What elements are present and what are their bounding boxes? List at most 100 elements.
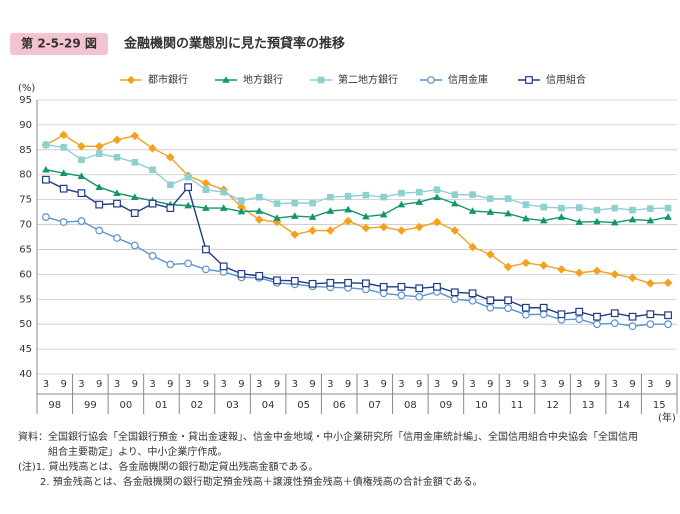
point [237,269,246,278]
point [539,310,548,319]
point [255,271,264,280]
point [629,206,636,214]
point [77,172,86,180]
point [255,207,264,214]
x-group-label: 06 [333,400,346,411]
y-tick-label: 50 [19,319,32,330]
point [647,205,654,212]
x-tick-label: 3 [576,379,582,390]
x-group-label: 12 [546,400,559,411]
point [521,303,530,312]
point [201,245,210,254]
point [309,199,316,207]
point [574,268,584,278]
y-tick-label: 90 [19,120,32,131]
point [415,292,424,301]
point [273,200,281,207]
note: 組合主要勘定」より、中小企業庁作成。 [48,445,227,458]
point [487,195,494,202]
point [59,169,68,177]
point [610,218,619,226]
x-tick-label: 9 [380,379,386,390]
point [42,141,50,149]
x-tick-label: 3 [434,379,440,390]
point [504,195,512,202]
point [326,207,335,214]
x-group-label: 03 [226,400,239,411]
point [397,226,406,235]
y-unit: (%) [18,83,35,94]
point [539,216,548,224]
point [628,273,637,283]
point [308,226,317,235]
point [433,282,441,291]
point [414,222,424,232]
point [646,279,655,288]
point [397,282,406,291]
x-tick-label: 3 [612,379,618,390]
point [291,199,299,207]
point [468,207,477,214]
point [202,204,210,211]
point [290,212,299,219]
point [664,311,673,320]
point [95,200,104,209]
point [540,203,547,211]
x-tick-label: 9 [203,379,209,390]
point [379,222,388,232]
point [664,320,673,329]
point [344,192,352,200]
point [486,303,495,312]
point [60,144,67,151]
title: 金融機関の業態別に見た預貸率の推移 [123,36,345,52]
x-tick-label: 3 [185,379,191,390]
x-group-label: 04 [262,400,275,411]
point [273,276,281,285]
point [113,189,121,196]
point [113,234,121,242]
legend-marker [126,75,136,85]
point [238,197,245,204]
point [42,165,50,173]
point [433,186,441,193]
x-group-label: 99 [84,400,97,411]
x-tick-label: 3 [363,379,369,390]
point [113,199,121,208]
x-tick-label: 3 [398,379,404,390]
point [451,191,459,198]
x-tick-label: 3 [292,379,298,390]
point [272,217,282,227]
x-tick-label: 9 [96,379,102,390]
point [575,204,583,211]
point [592,266,602,276]
point [130,209,139,217]
series-line [45,144,669,211]
point [273,214,281,221]
y-tick-label: 70 [19,220,32,231]
x-tick-label: 9 [487,379,493,390]
point [468,242,477,252]
point [202,186,210,193]
point [503,262,513,272]
point [646,216,655,224]
y-tick-label: 95 [19,95,32,106]
point [95,183,104,190]
y-tick-label: 65 [19,244,32,255]
point [663,278,673,288]
point [575,218,584,225]
legend-label: 信用組合 [546,73,586,86]
x-group-label: 08 [404,400,417,411]
point [468,289,477,298]
point [522,201,530,208]
legend-label: 地方銀行 [243,73,283,86]
note: 資料：全国銀行協会「全国銀行預金・貸出金速報」、信金中金地域・中小企業研究所「信… [18,430,638,443]
point [344,278,353,287]
point [611,204,619,212]
point [131,158,139,166]
x-tick-label: 3 [149,379,155,390]
x-tick-label: 9 [594,379,600,390]
point [415,198,424,205]
point [327,193,334,201]
point [415,188,423,196]
point [433,193,441,200]
